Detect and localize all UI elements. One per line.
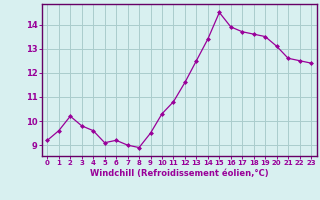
- X-axis label: Windchill (Refroidissement éolien,°C): Windchill (Refroidissement éolien,°C): [90, 169, 268, 178]
